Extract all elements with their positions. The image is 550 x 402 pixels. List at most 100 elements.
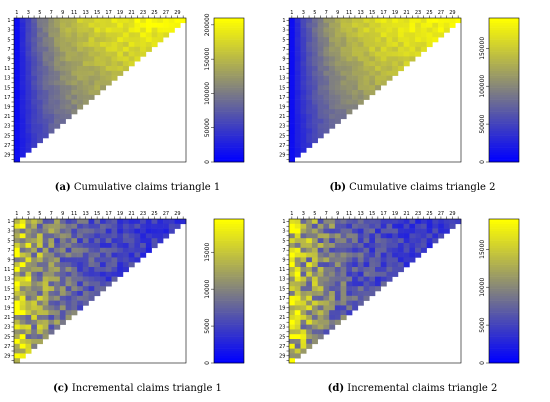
cell-a-20-8: [54, 109, 61, 115]
cell-a-10-6: [42, 61, 49, 67]
cell-d-4-10: [340, 233, 347, 239]
cell-c-18-11: [71, 300, 78, 306]
cell-d-10-21: [403, 262, 410, 268]
x-tick-label-d-7: 7: [325, 211, 328, 217]
colorbar-segment-a: [214, 126, 244, 129]
cell-a-14-9: [59, 80, 66, 86]
colorbar-segment-c: [214, 339, 244, 342]
cell-b-11-4: [306, 66, 313, 72]
cell-a-13-11: [71, 75, 78, 81]
cell-a-9-5: [36, 56, 43, 62]
cell-d-13-16: [375, 276, 382, 282]
cell-c-24-3: [25, 329, 32, 335]
cell-d-8-14: [363, 252, 370, 258]
colorbar-tick-label-a-200000: 200000: [204, 13, 211, 36]
cell-a-18-1: [14, 99, 21, 105]
cell-d-1-6: [317, 219, 324, 225]
cell-d-1-3: [300, 219, 307, 225]
cell-b-14-15: [369, 80, 376, 86]
cell-c-2-10: [65, 223, 72, 229]
cell-d-7-15: [369, 247, 376, 253]
colorbar-tick-label-d-5000: 5000: [479, 317, 486, 332]
cell-b-7-3: [300, 46, 307, 52]
cell-a-8-7: [48, 51, 55, 57]
cell-c-19-3: [25, 305, 32, 311]
cell-a-27-3: [25, 142, 32, 148]
cell-c-4-19: [117, 233, 124, 239]
cell-a-18-11: [71, 99, 78, 105]
cell-a-6-22: [134, 42, 141, 48]
cell-b-21-3: [300, 114, 307, 120]
cell-a-4-19: [117, 32, 124, 38]
cell-b-13-17: [380, 75, 387, 81]
cell-b-20-11: [346, 109, 353, 115]
cell-a-6-3: [25, 42, 32, 48]
cell-b-12-3: [300, 70, 307, 76]
cell-a-4-17: [105, 32, 112, 38]
cell-b-6-17: [380, 42, 387, 48]
cell-a-7-8: [54, 46, 61, 52]
cell-d-6-14: [363, 243, 370, 249]
cell-b-9-15: [369, 56, 376, 62]
cell-c-13-2: [19, 276, 26, 282]
cell-b-29-1: [289, 152, 296, 158]
cell-b-2-10: [340, 22, 347, 28]
cell-a-2-1: [14, 22, 21, 28]
cell-d-7-5: [311, 247, 318, 253]
cell-d-12-2: [294, 271, 301, 277]
cell-a-7-23: [140, 46, 147, 52]
y-tick-label-a-27: 27: [4, 143, 10, 149]
cell-b-8-23: [415, 51, 422, 57]
cell-b-12-8: [329, 70, 336, 76]
colorbar-segment-d: [489, 341, 519, 345]
cell-c-9-2: [19, 257, 26, 263]
cell-b-8-21: [403, 51, 410, 57]
colorbar-segment-d: [489, 221, 519, 225]
cell-b-7-18: [386, 46, 393, 52]
cell-d-16-1: [289, 291, 296, 297]
cell-b-5-6: [317, 37, 324, 43]
x-tick-label-b-9: 9: [336, 10, 339, 16]
cell-b-3-4: [306, 27, 313, 33]
cell-b-10-2: [294, 61, 301, 67]
cell-d-16-3: [300, 291, 307, 297]
cell-d-6-16: [375, 243, 382, 249]
cell-d-11-13: [357, 267, 364, 273]
colorbar-segment-a: [214, 142, 244, 146]
cell-d-17-7: [323, 295, 330, 301]
cell-b-11-7: [323, 66, 330, 72]
colorbar-segment-d: [489, 223, 519, 227]
colorbar-segment-b: [489, 99, 519, 103]
cell-d-13-15: [369, 276, 376, 282]
cell-b-17-12: [352, 94, 359, 100]
cell-c-5-20: [122, 238, 129, 244]
cell-a-25-2: [19, 133, 26, 139]
cell-b-12-7: [323, 70, 330, 76]
cell-d-10-16: [375, 262, 382, 268]
cell-a-20-9: [59, 109, 66, 115]
cell-d-20-2: [294, 310, 301, 316]
cell-b-7-23: [415, 46, 422, 52]
cell-b-1-24: [420, 18, 427, 24]
cell-c-30-1: [14, 358, 21, 364]
colorbar-segment-c: [214, 291, 244, 294]
cell-d-3-2: [294, 228, 301, 234]
cell-d-3-25: [426, 228, 433, 234]
cell-a-28-1: [14, 147, 21, 153]
cell-c-6-14: [88, 243, 95, 249]
cell-a-2-16: [100, 22, 107, 28]
x-tick-label-c-1: 1: [15, 211, 18, 217]
cell-a-18-5: [36, 99, 43, 105]
cell-a-7-19: [117, 46, 124, 52]
cell-d-23-3: [300, 324, 307, 330]
cell-c-21-8: [54, 315, 61, 321]
cell-d-18-2: [294, 300, 301, 306]
cell-d-22-3: [300, 319, 307, 325]
x-tick-label-a-17: 17: [105, 10, 111, 16]
colorbar-segment-a: [214, 82, 244, 86]
cell-b-6-7: [323, 42, 330, 48]
cell-b-11-9: [334, 66, 341, 72]
cell-b-1-20: [397, 18, 404, 24]
cell-d-16-12: [352, 291, 359, 297]
cell-d-14-12: [352, 281, 359, 287]
